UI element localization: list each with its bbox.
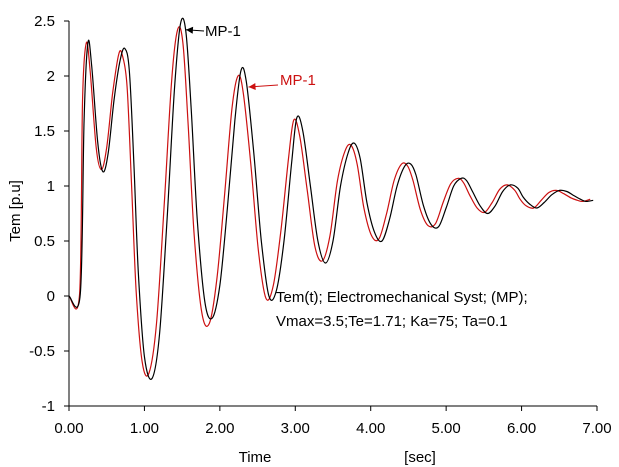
x-tick-label: 5.00 — [432, 420, 461, 437]
chart-note-line-1: Tem(t); Electromechanical Syst; (MP); — [276, 289, 528, 306]
annotation-label: MP-1 — [280, 72, 316, 89]
y-tick-label: 2.5 — [34, 13, 55, 30]
x-axis-title: Time — [239, 449, 272, 466]
x-tick-label: 7.00 — [582, 420, 611, 437]
chart-note-line-2: Vmax=3.5;Te=1.71; Ka=75; Ta=0.1 — [276, 313, 508, 330]
series-line-mp1-red — [68, 26, 591, 377]
y-tick-label: 1 — [47, 178, 55, 195]
series-layer — [68, 17, 594, 380]
y-axis-title: Tem [p.u] — [7, 180, 24, 242]
x-tick-label: 1.00 — [130, 420, 159, 437]
x-tick-label: 0.00 — [54, 420, 83, 437]
y-tick-label: -0.5 — [29, 343, 55, 360]
y-tick-label: -1 — [42, 398, 55, 415]
x-tick-label: 6.00 — [507, 420, 536, 437]
annotation-arrowhead — [248, 83, 256, 91]
tick-layer: -1 -0.5 0 0.5 1 1.5 2 2.5 0.00 1.00 2.00 3.00 4.00 5.… — [29, 13, 611, 437]
annotation-layer: MP-1 MP-1 — [185, 23, 316, 91]
x-tick-label: 3.00 — [281, 420, 310, 437]
y-tick-label: 0 — [47, 288, 55, 305]
x-tick-label: 2.00 — [205, 420, 234, 437]
x-axis-unit: [sec] — [404, 449, 436, 466]
annotation-arrowhead — [185, 26, 194, 34]
series-line-mp1-black — [68, 17, 594, 380]
annotation-label: MP-1 — [205, 23, 241, 40]
y-tick-label: 2 — [47, 68, 55, 85]
x-tick-label: 4.00 — [356, 420, 385, 437]
y-tick-label: 0.5 — [34, 233, 55, 250]
y-tick-label: 1.5 — [34, 123, 55, 140]
